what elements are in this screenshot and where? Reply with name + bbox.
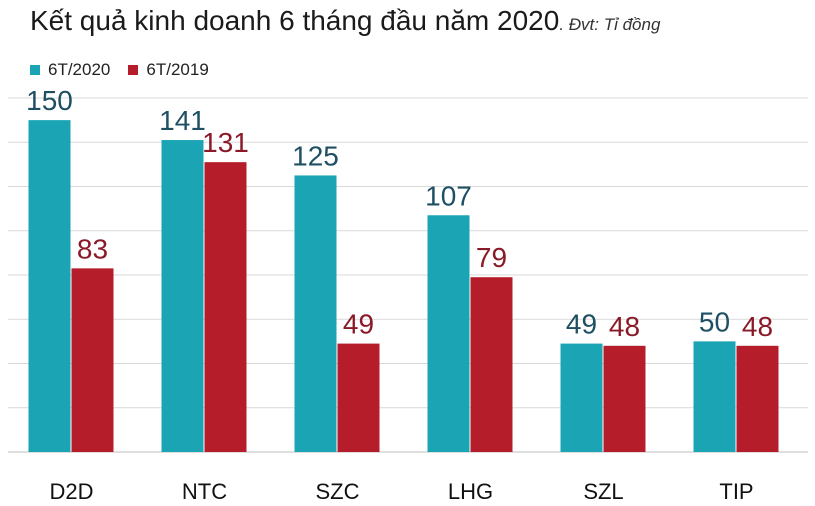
bar-szl-2019 <box>603 345 646 452</box>
bar-ntc-2019 <box>204 162 247 452</box>
legend-swatch-2020 <box>30 65 40 75</box>
bar-ntc-2020 <box>161 140 204 452</box>
value-label-d2d-2019: 83 <box>77 233 108 264</box>
category-label-d2d: D2D <box>49 479 93 504</box>
bar-szc-2020 <box>294 175 337 452</box>
legend-label-2019: 6T/2019 <box>146 60 209 79</box>
bar-tip-2019 <box>736 345 779 452</box>
title-row: Kết quả kinh doanh 6 tháng đầu năm 2020.… <box>30 5 660 37</box>
chart-unit-note: . Đvt: Tỉ đồng <box>559 15 661 34</box>
category-label-ntc: NTC <box>182 479 227 504</box>
value-label-tip-2019: 48 <box>742 311 773 342</box>
category-label-tip: TIP <box>719 479 753 504</box>
value-label-lhg-2020: 107 <box>425 180 472 211</box>
legend-label-2020: 6T/2020 <box>48 60 111 79</box>
value-label-szc-2019: 49 <box>343 309 374 340</box>
category-label-szl: SZL <box>583 479 623 504</box>
bar-lhg-2019 <box>470 277 513 452</box>
bar-tip-2020 <box>693 341 736 452</box>
bar-lhg-2020 <box>427 215 470 452</box>
value-label-ntc-2020: 141 <box>159 105 206 136</box>
value-label-szc-2020: 125 <box>292 140 339 171</box>
legend: 6T/2020 6T/2019 <box>30 60 227 80</box>
legend-swatch-2019 <box>128 65 139 75</box>
category-label-szc: SZC <box>316 479 360 504</box>
legend-item-2019: 6T/2019 <box>128 60 209 80</box>
value-label-szl-2019: 48 <box>609 311 640 342</box>
value-label-szl-2020: 49 <box>566 309 597 340</box>
value-label-ntc-2019: 131 <box>202 127 249 158</box>
chart-title: Kết quả kinh doanh 6 tháng đầu năm 2020 <box>30 5 560 36</box>
bar-szc-2019 <box>337 343 380 452</box>
bar-szl-2020 <box>560 343 603 452</box>
value-label-d2d-2020: 150 <box>26 85 73 116</box>
bar-d2d-2019 <box>71 268 114 452</box>
bar-d2d-2020 <box>28 120 71 452</box>
legend-item-2020: 6T/2020 <box>30 60 110 80</box>
category-label-lhg: LHG <box>448 479 493 504</box>
value-label-lhg-2019: 79 <box>476 242 507 273</box>
value-label-tip-2020: 50 <box>699 306 730 337</box>
